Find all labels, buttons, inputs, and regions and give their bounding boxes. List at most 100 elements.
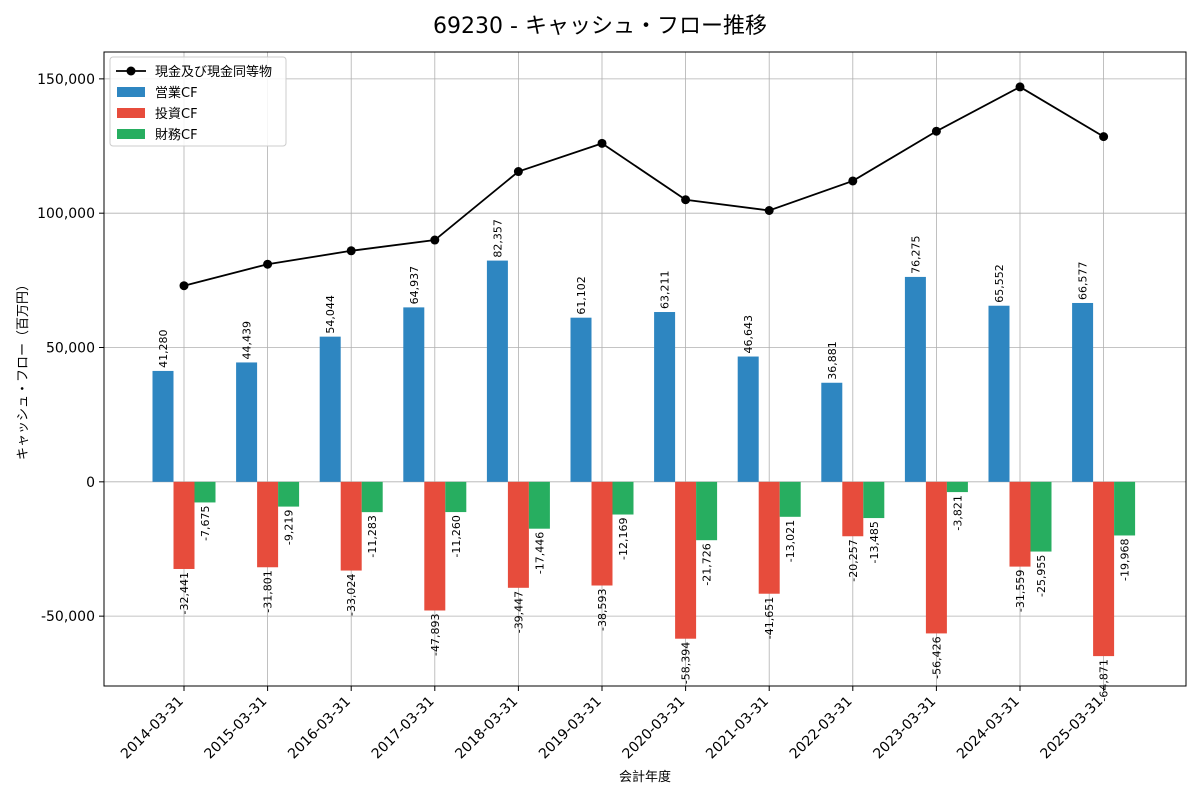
bar-営業CF-2022-03-31 — [821, 382, 843, 482]
x-tick-label: 2025-03-31 — [1038, 694, 1107, 763]
data-label: -11,283 — [366, 515, 379, 557]
line-point-2019-03-31 — [597, 138, 607, 148]
bar-財務CF-2014-03-31 — [194, 481, 216, 503]
bar-財務CF-2025-03-31 — [1114, 481, 1136, 536]
bar-財務CF-2022-03-31 — [863, 481, 885, 519]
bar-営業CF-2018-03-31 — [486, 260, 508, 482]
bar-投資CF-2019-03-31 — [591, 481, 613, 586]
data-label: 41,280 — [157, 329, 170, 368]
y-tick-label: -50,000 — [41, 609, 95, 625]
data-label: -47,893 — [429, 613, 442, 655]
line-point-2017-03-31 — [430, 235, 440, 245]
bar-投資CF-2023-03-31 — [925, 481, 947, 634]
bar-財務CF-2019-03-31 — [612, 481, 634, 515]
y-tick-label: 150,000 — [37, 72, 95, 88]
line-point-2020-03-31 — [681, 195, 691, 205]
legend-label: 現金及び現金同等物 — [155, 64, 272, 80]
legend-swatch-財務CF — [117, 129, 145, 139]
x-tick-label: 2018-03-31 — [452, 694, 521, 763]
y-tick-label: 100,000 — [37, 206, 95, 222]
data-label: -32,441 — [178, 572, 191, 614]
line-point-2023-03-31 — [931, 126, 941, 136]
data-label: -21,726 — [701, 543, 714, 585]
bar-営業CF-2017-03-31 — [403, 307, 425, 482]
data-label: -13,485 — [868, 521, 881, 563]
data-label: -56,426 — [930, 636, 943, 678]
data-label: -20,257 — [847, 539, 860, 581]
line-point-2014-03-31 — [179, 281, 189, 291]
legend-swatch-営業CF — [117, 87, 145, 97]
y-tick-label: 0 — [86, 475, 95, 491]
data-label: 61,102 — [575, 276, 588, 315]
line-point-2024-03-31 — [1015, 82, 1025, 92]
y-tick-label: 50,000 — [46, 341, 95, 357]
data-label: -12,169 — [617, 518, 630, 560]
bar-投資CF-2017-03-31 — [424, 481, 446, 611]
bar-財務CF-2024-03-31 — [1030, 481, 1052, 552]
bar-投資CF-2016-03-31 — [340, 481, 362, 571]
line-point-2018-03-31 — [513, 167, 523, 177]
legend-swatch-投資CF — [117, 108, 145, 118]
x-tick-label: 2022-03-31 — [787, 694, 856, 763]
data-label: -7,675 — [199, 505, 212, 540]
line-point-2016-03-31 — [346, 246, 356, 256]
data-label: -19,968 — [1119, 538, 1132, 580]
data-label: -17,446 — [533, 532, 546, 574]
bar-財務CF-2017-03-31 — [445, 481, 467, 513]
data-label: -9,219 — [283, 510, 296, 545]
bar-営業CF-2025-03-31 — [1072, 302, 1094, 482]
line-point-2025-03-31 — [1099, 132, 1109, 142]
x-tick-label: 2014-03-31 — [118, 694, 187, 763]
x-tick-label: 2017-03-31 — [369, 694, 438, 763]
plot-frame — [103, 51, 1187, 687]
data-label: -58,394 — [680, 642, 693, 684]
bar-営業CF-2016-03-31 — [319, 336, 341, 482]
line-point-2021-03-31 — [764, 206, 774, 215]
data-label: -39,447 — [512, 591, 525, 633]
bar-営業CF-2024-03-31 — [988, 305, 1010, 482]
data-label: -38,593 — [596, 589, 609, 631]
x-tick-label: 2015-03-31 — [202, 694, 271, 763]
data-label: -33,024 — [345, 574, 358, 616]
data-label: 46,643 — [742, 315, 755, 354]
bar-営業CF-2014-03-31 — [152, 370, 174, 482]
data-label: -13,021 — [784, 520, 797, 562]
data-label: -25,955 — [1035, 555, 1048, 597]
bar-投資CF-2014-03-31 — [173, 481, 195, 569]
line-point-2015-03-31 — [263, 259, 273, 269]
data-label: 82,357 — [491, 219, 504, 258]
legend-box — [109, 56, 287, 147]
x-tick-label: 2020-03-31 — [620, 694, 689, 763]
bar-投資CF-2018-03-31 — [507, 481, 529, 588]
bar-財務CF-2016-03-31 — [361, 481, 383, 513]
data-label: 65,552 — [993, 264, 1006, 303]
x-tick-label: 2021-03-31 — [703, 694, 772, 763]
line-現金及び現金同等物 — [183, 85, 1105, 287]
legend-label: 投資CF — [155, 106, 198, 122]
data-label: 64,937 — [408, 266, 421, 305]
bar-財務CF-2020-03-31 — [696, 481, 718, 541]
line-point-2022-03-31 — [848, 176, 858, 186]
legend-swatch-marker — [126, 66, 136, 76]
bar-営業CF-2020-03-31 — [654, 312, 676, 482]
data-label: 63,211 — [659, 271, 672, 310]
data-label: -3,821 — [951, 495, 964, 530]
bar-series — [152, 260, 1136, 657]
data-label: 44,439 — [241, 321, 254, 360]
chart-title: 69230 - キャッシュ・フロー推移 — [433, 14, 767, 39]
bar-財務CF-2018-03-31 — [528, 481, 550, 529]
x-tick-label: 2019-03-31 — [536, 694, 605, 763]
x-axis-label: 会計年度 — [619, 769, 671, 785]
y-axis-label: キャッシュ・フロー（百万円） — [16, 278, 31, 460]
bar-営業CF-2015-03-31 — [236, 362, 258, 482]
bar-投資CF-2021-03-31 — [758, 481, 780, 594]
data-label: 66,577 — [1077, 261, 1090, 300]
data-label: 76,275 — [909, 235, 922, 274]
bar-投資CF-2020-03-31 — [675, 481, 697, 639]
bar-投資CF-2024-03-31 — [1009, 481, 1031, 567]
data-label: 54,044 — [324, 295, 337, 334]
legend-label: 財務CF — [155, 128, 198, 143]
bar-財務CF-2015-03-31 — [278, 481, 300, 507]
